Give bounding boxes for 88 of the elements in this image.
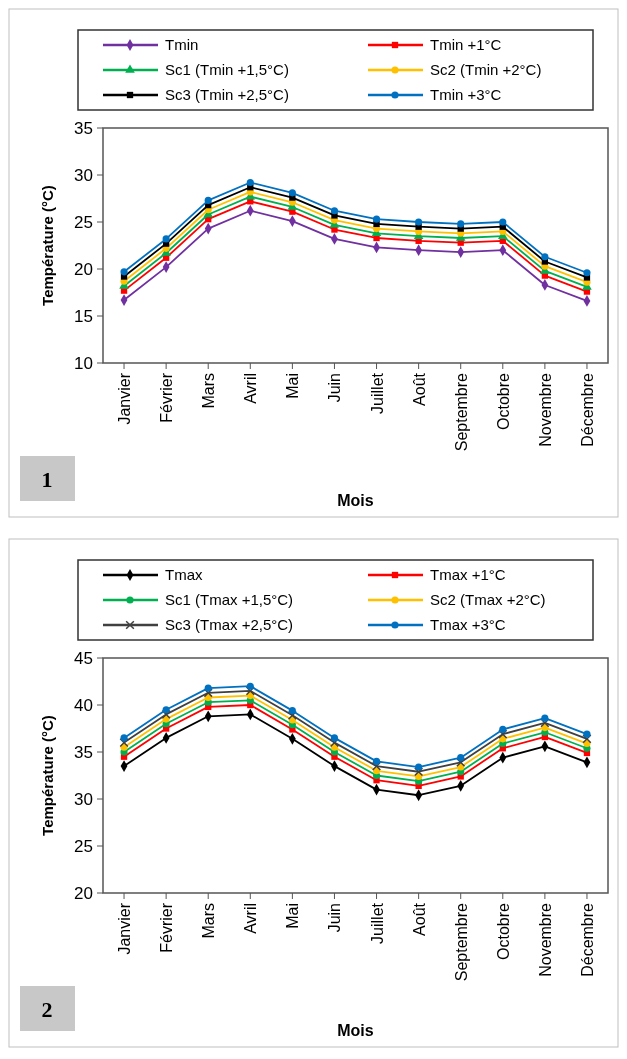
point xyxy=(204,684,212,692)
point xyxy=(246,682,254,690)
y-tick-label: 35 xyxy=(74,118,93,138)
x-tick-label: Février xyxy=(158,902,176,953)
legend-label: Sc2 (Tmin +2°C) xyxy=(430,61,542,79)
point xyxy=(120,734,128,742)
legend-label: Tmax +3°C xyxy=(430,616,506,634)
y-axis-title: Température (°C) xyxy=(39,715,56,836)
text: 2 xyxy=(41,996,53,1022)
point xyxy=(540,718,550,728)
point xyxy=(541,253,549,261)
y-tick-label: 40 xyxy=(74,695,93,715)
legend-label: Tmax xyxy=(165,566,203,584)
y-tick-label: 25 xyxy=(74,836,93,856)
point xyxy=(541,714,549,722)
point xyxy=(499,725,507,733)
x-tick-label: Juillet xyxy=(368,902,386,944)
x-axis-title: Mois xyxy=(337,1022,374,1039)
text: 1 xyxy=(41,466,53,492)
x-tick-label: Juin xyxy=(326,373,344,403)
x-tick-label: Mars xyxy=(200,373,218,409)
x-tick-label: Janvier xyxy=(116,372,134,425)
point xyxy=(583,269,591,277)
x-tick-label: Septembre xyxy=(452,902,470,982)
x-tick-label: Mars xyxy=(200,903,218,939)
x-axis-title: Mois xyxy=(337,492,374,509)
point xyxy=(120,268,128,276)
point xyxy=(245,686,255,696)
legend-label: Sc2 (Tmax +2°C) xyxy=(430,591,546,609)
point xyxy=(582,734,592,744)
point xyxy=(583,730,591,738)
point xyxy=(456,757,466,767)
x-tick-label: Juillet xyxy=(368,372,386,414)
x-tick-label: Avril xyxy=(242,373,260,404)
point xyxy=(204,196,212,204)
legend-label: Tmin +1°C xyxy=(430,36,502,54)
legend-label: Tmin xyxy=(165,36,199,54)
x-tick-label: Décembre xyxy=(578,372,596,447)
point xyxy=(288,707,296,715)
x-tick-label: Décembre xyxy=(578,902,596,977)
point xyxy=(372,757,381,765)
x-tick-label: Juin xyxy=(326,903,344,933)
point xyxy=(162,706,170,714)
y-tick-label: 30 xyxy=(74,789,93,809)
y-tick-label: 20 xyxy=(74,259,93,279)
x-tick-label: Avril xyxy=(242,903,260,934)
x-tick-label: Septembre xyxy=(452,372,470,452)
x-tick-label: Août xyxy=(410,372,428,406)
y-tick-label: 30 xyxy=(74,165,93,185)
y-tick-label: 25 xyxy=(74,212,93,232)
point xyxy=(372,215,381,223)
y-tick-label: 10 xyxy=(74,353,93,373)
legend-label: Tmin +3°C xyxy=(430,86,502,104)
point xyxy=(330,207,339,215)
point xyxy=(499,218,507,226)
x-tick-label: Novembre xyxy=(536,372,554,447)
point xyxy=(457,220,465,228)
legend-label: Sc1 (Tmax +1,5°C) xyxy=(165,591,294,609)
x-tick-label: Février xyxy=(158,372,176,423)
point xyxy=(415,218,423,226)
point xyxy=(161,709,171,719)
y-tick-label: 15 xyxy=(74,306,93,326)
point xyxy=(119,738,129,748)
y-tick-label: 45 xyxy=(74,648,93,668)
point xyxy=(371,761,382,771)
point xyxy=(415,763,423,771)
legend-label: Sc3 (Tmax +2,5°C) xyxy=(165,616,294,634)
legend-label: Sc1 (Tmin +1,5°C) xyxy=(165,61,289,79)
x-tick-label: Mai xyxy=(284,903,302,929)
y-tick-label: 20 xyxy=(74,883,93,903)
x-tick-label: Août xyxy=(410,902,428,936)
point xyxy=(457,754,465,762)
x-tick-label: Janvier xyxy=(116,902,134,955)
x-tick-label: Octobre xyxy=(494,902,512,960)
point xyxy=(288,189,296,197)
legend-label: Tmax +1°C xyxy=(430,566,506,584)
point xyxy=(330,734,339,742)
x-tick-label: Mai xyxy=(284,373,302,399)
x-tick-label: Octobre xyxy=(494,372,512,430)
y-tick-label: 35 xyxy=(74,742,93,762)
point xyxy=(246,178,254,187)
point xyxy=(583,739,591,748)
x-tick-label: Novembre xyxy=(536,902,554,977)
point xyxy=(498,729,508,739)
point xyxy=(162,235,170,243)
y-axis-title: Température (°C) xyxy=(39,185,56,306)
point xyxy=(414,767,424,777)
legend-label: Sc3 (Tmin +2,5°C) xyxy=(165,86,289,104)
